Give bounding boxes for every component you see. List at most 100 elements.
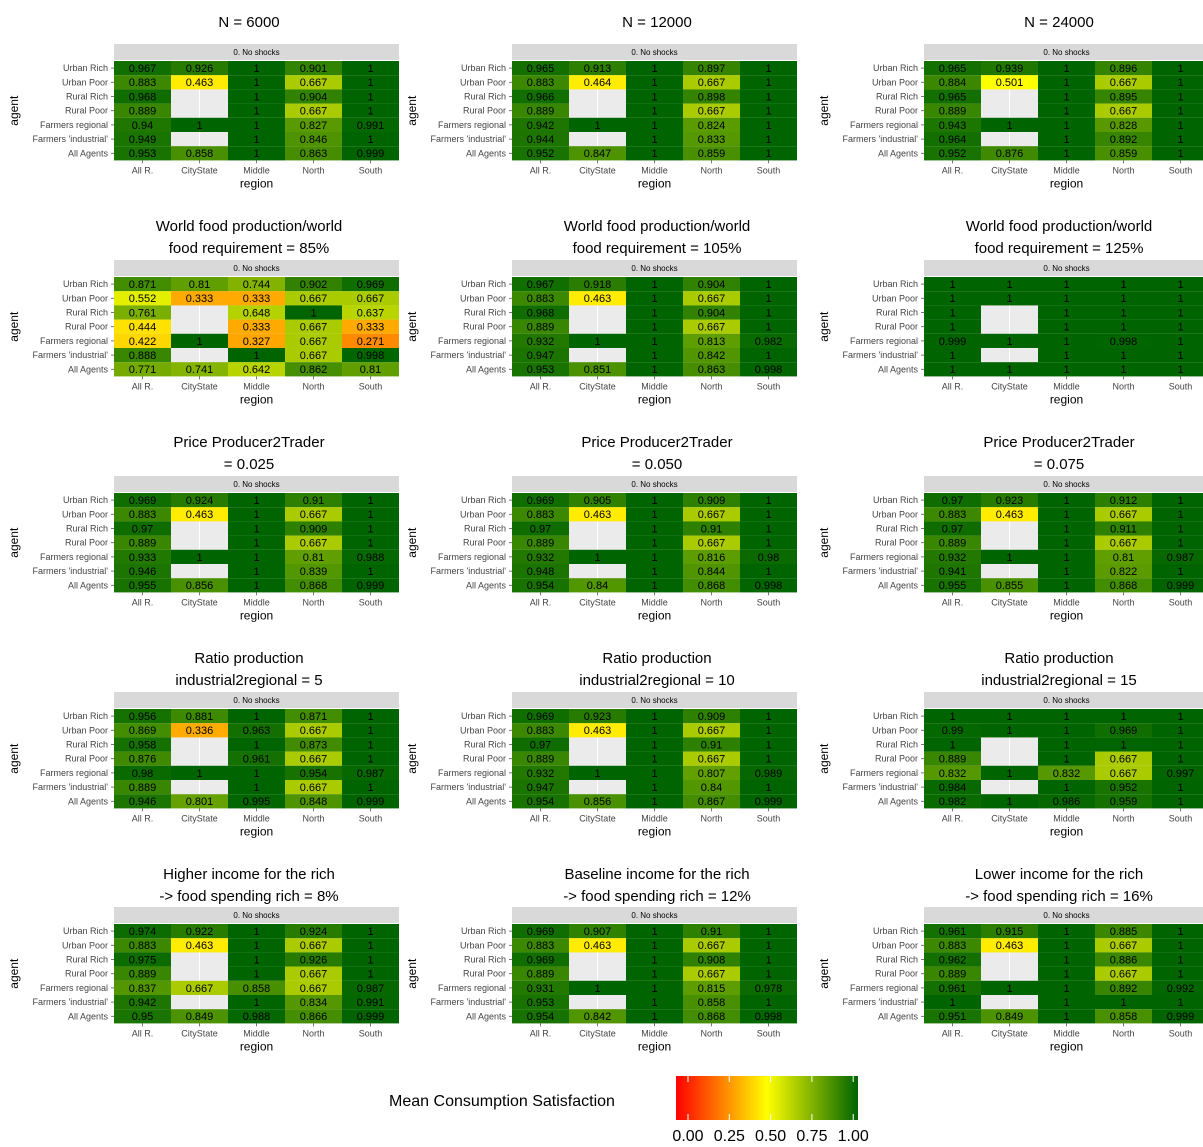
cell-value: 0.988 [357,552,385,564]
heat-cell [342,723,399,738]
heat-cell [740,966,797,981]
facet-label: 0. No shocks [1043,264,1089,273]
heat-cell [1095,132,1152,147]
cell-value: 1 [367,954,373,966]
y-tick-label: Rural Poor [65,322,108,332]
facet-label: 0. No shocks [1043,696,1089,705]
heat-cell [1152,277,1203,292]
cell-value: 0.667 [698,322,726,334]
cell-value: 0.667 [1110,538,1138,550]
heat-cell [569,117,626,132]
cell-value: 1 [765,969,771,981]
cell-value: 1 [765,120,771,132]
cell-value: 0.91 [701,523,722,535]
cell-value: 1 [651,350,657,362]
cell-value: 0.912 [1110,495,1138,507]
cell-value: 0.839 [300,566,328,578]
cell-value: 1 [765,739,771,751]
panel-title: World food production/world [966,218,1153,235]
heat-cell [1038,751,1095,766]
y-axis-title: agent [405,527,419,558]
heat-cell [683,117,740,132]
panel-title: food requirement = 85% [169,240,330,257]
heat-cell [683,146,740,161]
heat-cell [114,924,171,939]
cell-value: 0.667 [1110,754,1138,766]
heat-cell [1095,507,1152,522]
cell-value: 1 [651,1011,657,1023]
cell-value: 0.953 [527,364,555,376]
cell-value: 1 [765,293,771,305]
heat-cell [981,277,1038,292]
facet-strip [512,44,797,60]
y-tick-label: Farmers 'industrial' [843,566,919,576]
heat-cell [228,535,285,550]
cell-value: 1 [1177,106,1183,118]
cell-value: 0.667 [698,754,726,766]
cell-value: 1 [1177,940,1183,952]
heat-cell [1152,952,1203,967]
y-tick-label: All Agents [466,580,507,590]
x-tick-label: CityState [181,381,218,391]
cell-value: 1 [594,983,600,995]
y-tick-label: Rural Poor [875,969,918,979]
heat-cell [569,549,626,564]
heat-cell [512,780,569,795]
x-tick-label: North [700,597,722,607]
heat-cell [1038,1009,1095,1024]
y-tick-label: Rural Poor [875,106,918,116]
cell-value: 0.986 [1053,796,1081,808]
heat-cell [626,89,683,104]
cell-value: 1 [253,509,259,521]
heat-cell [342,146,399,161]
cell-value: 1 [765,91,771,103]
heat-cell [924,132,981,147]
y-tick-label: Rural Poor [463,322,506,332]
cell-value: 1 [651,106,657,118]
cell-value: 0.667 [357,293,385,305]
heat-cell [740,535,797,550]
cell-value: 0.896 [1110,63,1138,75]
cell-value: 0.667 [300,969,328,981]
cell-value: 0.94 [132,120,153,132]
cell-value: 0.867 [698,796,726,808]
cell-value: 1 [651,336,657,348]
heat-cell [342,75,399,90]
heat-cell [512,751,569,766]
heat-cell [1095,333,1152,348]
heat-cell [114,89,171,104]
cell-value: 1 [253,954,259,966]
heat-cell [1152,521,1203,536]
panel-title: Price Producer2Trader [581,434,732,451]
heat-cell [1152,737,1203,752]
legend-tick-label: 1.00 [838,1128,869,1145]
heat-cell [1038,564,1095,579]
cell-value: 0.856 [186,580,214,592]
cell-value: 1 [253,63,259,75]
heat-cell [626,362,683,377]
cell-value: 0.918 [584,279,612,291]
cell-value: 0.667 [698,725,726,737]
cell-value: 0.963 [243,725,271,737]
heat-cell [342,507,399,522]
heat-cell [228,348,285,363]
cell-value: 1 [1063,580,1069,592]
cell-value: 0.965 [939,63,967,75]
cell-value: 1 [1006,725,1012,737]
cell-value: 1 [651,711,657,723]
cell-value: 1 [1063,754,1069,766]
heat-cell [1095,61,1152,76]
heat-cell [114,751,171,766]
cell-value: 0.958 [129,739,157,751]
panel-title: = 0.050 [632,456,682,473]
heat-cell [114,75,171,90]
cell-value: 1 [1063,322,1069,334]
heat-cell [512,564,569,579]
cell-value: 1 [1177,782,1183,794]
heat-cell [924,362,981,377]
heat-cell [1038,291,1095,306]
cell-value: 0.81 [1113,552,1134,564]
cell-value: 1 [253,495,259,507]
y-tick-label: Farmers 'industrial' [33,997,109,1007]
cell-value: 1 [1063,725,1069,737]
